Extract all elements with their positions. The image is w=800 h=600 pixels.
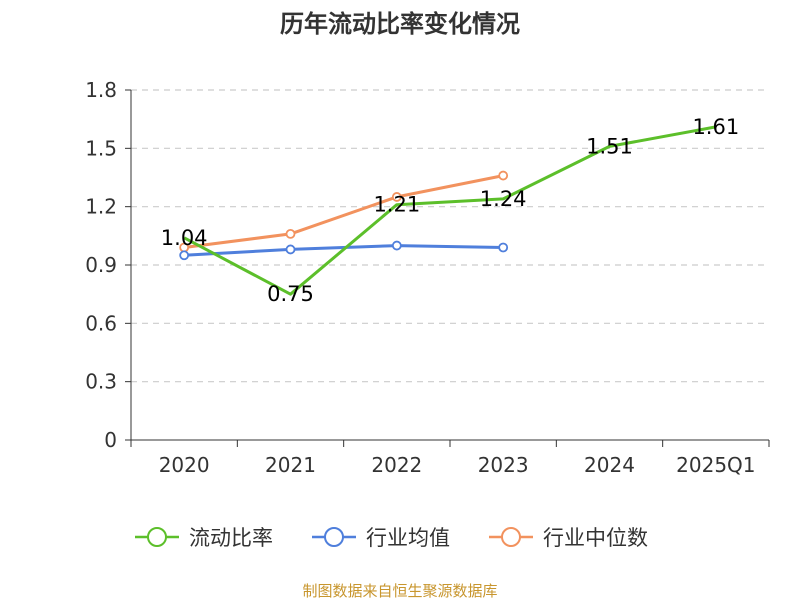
- series-1-point-2020: [179, 250, 190, 261]
- y-tick-label-3: 0.9: [85, 253, 117, 277]
- data-label-2022: 1.21: [373, 193, 420, 217]
- grid: [131, 89, 769, 383]
- series-1-point-2021: [285, 244, 296, 255]
- legend-item-0[interactable]: 流动比率: [135, 526, 273, 550]
- y-tick-label-6: 1.8: [85, 78, 117, 102]
- legend-label: 行业均值: [366, 526, 450, 550]
- series-2-point-2023: [498, 170, 509, 181]
- x-tick-label-2021: 2021: [265, 453, 316, 477]
- series-lines: [179, 125, 717, 296]
- data-label-2025Q1: 1.61: [692, 115, 739, 139]
- axes: 0 0.3 0.6 0.9 1.2 1.5 1.8 2020 2021 2022 2023 2024 2…: [85, 78, 770, 477]
- legend-circle-icon: [324, 527, 344, 547]
- x-tick-label-2025Q1: 2025Q1: [676, 453, 755, 477]
- series-1-point-2023: [498, 242, 509, 253]
- series-1-point-2022: [391, 240, 402, 251]
- data-label-2021: 0.75: [267, 282, 314, 306]
- legend-item-1[interactable]: 行业均值: [312, 526, 450, 550]
- series-2-point-2021: [285, 228, 296, 239]
- legend-circle-icon: [147, 527, 167, 547]
- y-tick-label-5: 1.5: [85, 136, 117, 160]
- legend-circle-icon: [501, 527, 521, 547]
- data-label-2020: 1.04: [161, 226, 208, 250]
- x-tick-label-2020: 2020: [159, 453, 210, 477]
- chart-title: 历年流动比率变化情况: [280, 10, 520, 38]
- legend-item-2[interactable]: 行业中位数: [489, 526, 648, 550]
- y-tick-label-4: 1.2: [85, 195, 117, 219]
- x-tick-label-2023: 2023: [478, 453, 529, 477]
- legend-label: 流动比率: [189, 526, 273, 550]
- x-tick-label-2022: 2022: [371, 453, 422, 477]
- series-line-2: [184, 174, 504, 249]
- series-line-0: [183, 125, 717, 296]
- data-label-2024: 1.51: [586, 134, 633, 158]
- source-footer: 制图数据来自恒生聚源数据库: [302, 582, 497, 600]
- series-2-point-2022: [391, 192, 402, 202]
- data-labels: 1.04 0.75 1.21 1.24 1.51 1.61: [161, 115, 739, 306]
- legend[interactable]: 流动比率 行业均值 行业中位数: [135, 526, 648, 550]
- y-tick-label-2: 0.6: [85, 311, 117, 335]
- x-tick-label-2024: 2024: [584, 453, 635, 477]
- legend-label: 行业中位数: [543, 526, 648, 550]
- y-tick-label-0: 0: [104, 428, 117, 452]
- data-label-2023: 1.24: [480, 187, 527, 211]
- y-tick-label-1: 0.3: [85, 370, 117, 394]
